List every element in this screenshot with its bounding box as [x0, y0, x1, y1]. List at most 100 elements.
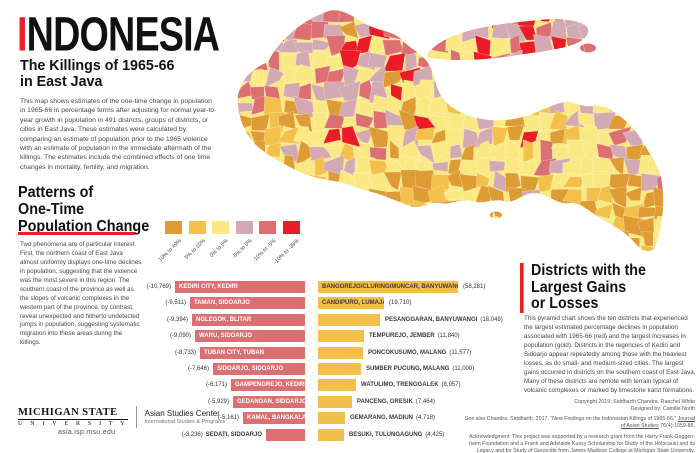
district-patch	[307, 10, 329, 14]
gain-value: WATULIMO, TRENGGALEK (8,957)	[361, 382, 461, 389]
district-patch	[237, 142, 241, 164]
district-patch	[338, 10, 355, 23]
district-patch	[237, 102, 254, 113]
district-patch	[311, 38, 332, 51]
district-patch	[494, 261, 510, 279]
district-patch	[354, 261, 376, 278]
district-patch	[623, 215, 646, 237]
loss-value: (-8,733)	[174, 349, 196, 356]
district-patch	[551, 71, 572, 87]
district-patch	[673, 58, 684, 71]
gain-bar	[318, 346, 363, 359]
district-patch	[371, 260, 390, 282]
loss-value: (-9,394)	[166, 316, 188, 323]
credits-line: Designed by: Camille North	[630, 406, 695, 413]
district-patch	[688, 175, 700, 190]
district-patch	[429, 26, 450, 37]
district-patch	[449, 79, 463, 98]
district-patch	[669, 173, 689, 193]
district-patch	[655, 215, 664, 239]
district-patch	[652, 35, 664, 55]
district-patch	[478, 86, 493, 99]
district-patch	[579, 66, 600, 86]
district-patch	[353, 214, 374, 239]
district-patch	[490, 229, 507, 251]
gain-bar	[318, 428, 344, 441]
district-patch	[309, 229, 332, 252]
gain-bar	[318, 395, 352, 408]
district-patch	[356, 235, 376, 252]
gain-label: BANGOREJO/CLURING/MUNCAR, BANYUWANGI	[322, 284, 458, 290]
district-patch	[688, 192, 699, 208]
district-patch	[432, 201, 451, 220]
loss-bar: SIDOARJO, SIDOARJO	[213, 363, 305, 375]
district-patch	[578, 244, 602, 252]
loss-bar: GAMPENGREJO, KEDIRI	[231, 379, 305, 392]
district-patch	[446, 169, 463, 188]
district-patch	[671, 115, 690, 131]
loss-bar: WARU, SIDOARJO	[195, 330, 305, 343]
district-patch	[417, 263, 436, 280]
district-patch	[429, 236, 450, 250]
district-patch	[593, 204, 613, 220]
center-name: Asian Studies Center	[144, 409, 220, 418]
district-patch	[593, 245, 611, 252]
pyramid-row: (-10,769) KEDIRI CITY, KEDIRI BANGOREJO/CL…	[0, 281, 700, 294]
district-patch	[278, 189, 300, 205]
district-patch	[668, 65, 685, 86]
district-patch	[431, 174, 451, 191]
district-patch	[448, 217, 465, 235]
district-patch	[548, 0, 570, 8]
district-patch	[668, 155, 689, 177]
district-patch	[657, 10, 664, 14]
legend-label: 5% to 10%	[183, 238, 207, 262]
district-patch	[314, 156, 328, 178]
loss-value: (-10,769)	[146, 284, 171, 290]
district-patch	[622, 54, 647, 73]
district-patch	[638, 94, 657, 113]
pyramid-row: (-3,236) SEDATI, SIDOARJO BESUKI, TULUNGA…	[0, 428, 700, 442]
district-patch	[397, 219, 421, 239]
credits-acknowledgment: Acknowledgment: This project was support…	[395, 434, 695, 453]
district-patch	[263, 184, 285, 207]
msu-wordmark-text: MICHIGAN STATE	[18, 407, 128, 420]
district-patch	[522, 87, 534, 101]
district-patch	[237, 38, 241, 53]
district-patch	[642, 81, 658, 104]
district-patch	[352, 191, 373, 205]
district-patch	[252, 20, 265, 43]
district-patch	[428, 245, 451, 252]
pyramid-row: (-7,646) SIDOARJO, SIDOARJO SUMBER PUCUNG,…	[0, 363, 700, 376]
pyramid-row: (-5,161) KAMAL, BANGKALAN GEMARANG, MADIUN…	[0, 412, 700, 425]
district-patch	[417, 27, 432, 43]
loss-bar: TUBAN CITY, TUBAN	[200, 346, 305, 359]
district-patch	[228, 130, 236, 147]
district-patch	[449, 144, 463, 160]
district-patch	[532, 220, 556, 239]
district-patch	[668, 125, 691, 147]
district-patch	[267, 170, 284, 189]
gain-label: SUMBER PUCUNG, MALANG	[366, 366, 450, 372]
district-patch	[657, 96, 664, 116]
district-patch	[338, 98, 358, 118]
district-patch	[389, 139, 400, 160]
district-patch	[268, 236, 279, 250]
district-patch	[491, 219, 506, 238]
legend-item: 0% to 5%	[209, 221, 230, 269]
district-patch	[427, 94, 446, 115]
district-patch	[337, 10, 362, 13]
district-patch	[519, 71, 541, 87]
district-patch	[660, 21, 664, 38]
legend-item: -10% to -5%	[252, 221, 277, 269]
gain-label: BESUKI, TULUNGAGUNG	[349, 431, 423, 438]
district-patch	[595, 82, 613, 101]
district-patch	[264, 203, 287, 224]
district-patch	[355, 112, 374, 129]
district-patch	[613, 52, 628, 72]
legend-swatch	[259, 221, 276, 234]
legend-item: 10% to 49%	[158, 221, 183, 269]
center-subtitle: International Studies & Programs	[144, 419, 226, 425]
pyramid-row: (-6,171) GAMPENGREJO, KEDIRI WATULIMO, TRE…	[0, 379, 700, 392]
district-patch	[228, 264, 240, 282]
district-patch	[628, 36, 642, 56]
